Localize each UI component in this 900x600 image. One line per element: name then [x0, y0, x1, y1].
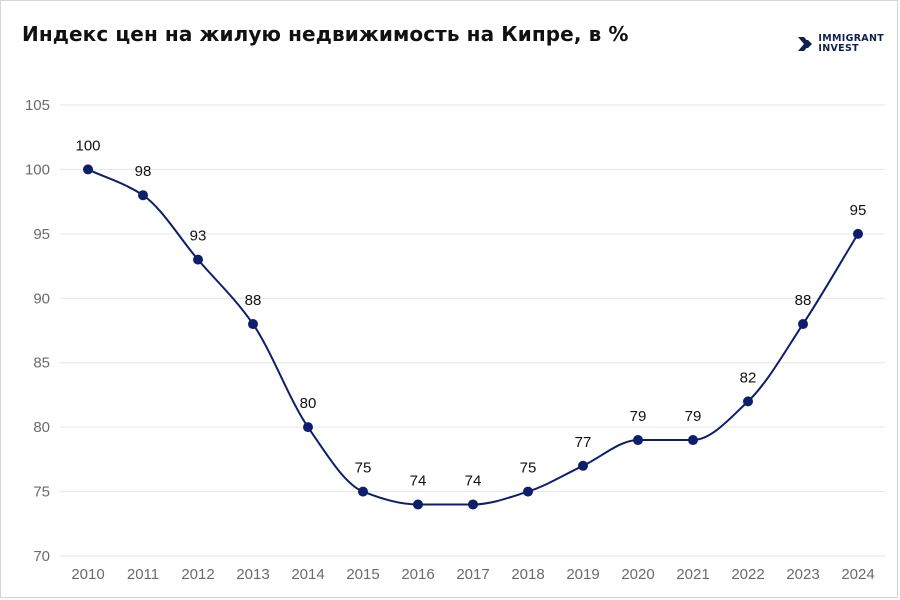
immigrant-invest-logo-icon	[798, 36, 813, 51]
data-label-2023: 88	[795, 292, 812, 309]
data-label-2024: 95	[850, 202, 867, 219]
data-label-2013: 88	[245, 292, 262, 309]
data-point-2013	[248, 319, 258, 330]
x-tick-label-2020: 2020	[621, 566, 654, 583]
y-tick-label-70: 70	[33, 548, 50, 565]
data-point-2011	[138, 190, 148, 201]
y-tick-label-90: 90	[33, 290, 50, 307]
data-point-2016	[413, 499, 423, 510]
data-label-2017: 74	[465, 472, 482, 489]
data-point-2010	[83, 164, 93, 175]
x-tick-label-2011: 2011	[127, 566, 159, 583]
data-point-2022	[743, 396, 753, 407]
x-tick-label-2013: 2013	[236, 566, 269, 583]
data-point-2020	[633, 435, 643, 446]
x-tick-label-2014: 2014	[291, 566, 324, 583]
data-point-2015	[358, 486, 368, 497]
data-label-2012: 93	[190, 228, 207, 245]
data-label-2020: 79	[630, 408, 647, 425]
data-label-2011: 98	[135, 163, 152, 180]
data-point-2018	[523, 486, 533, 497]
data-label-2016: 74	[410, 472, 427, 489]
x-tick-label-2021: 2021	[676, 566, 709, 583]
data-label-2018: 75	[520, 460, 537, 477]
x-tick-label-2015: 2015	[346, 566, 379, 583]
logo-line-2: INVEST	[818, 42, 859, 54]
chart-title: Индекс цен на жилую недвижимость на Кипр…	[22, 22, 629, 46]
data-label-2010: 100	[75, 137, 100, 154]
x-tick-label-2017: 2017	[456, 566, 489, 583]
data-label-2022: 82	[740, 369, 757, 386]
logo-line-1: IMMIGRANT	[818, 33, 884, 44]
data-point-2023	[798, 319, 808, 330]
x-tick-label-2023: 2023	[786, 566, 819, 583]
x-tick-label-2019: 2019	[566, 566, 599, 583]
x-tick-label-2022: 2022	[731, 566, 764, 583]
data-point-2019	[578, 460, 588, 471]
y-tick-label-105: 105	[25, 97, 50, 114]
y-tick-label-85: 85	[33, 355, 50, 372]
logo-wordmark: IMMIGRANT INVEST	[818, 34, 884, 53]
brand-logo: IMMIGRANT INVEST	[797, 34, 884, 53]
data-label-2021: 79	[685, 408, 702, 425]
x-tick-label-2016: 2016	[401, 566, 434, 583]
x-tick-label-2024: 2024	[841, 566, 874, 583]
data-point-2017	[468, 499, 478, 510]
y-tick-label-75: 75	[33, 484, 50, 501]
data-label-2014: 80	[300, 395, 317, 412]
x-tick-label-2012: 2012	[181, 566, 214, 583]
y-tick-label-80: 80	[33, 419, 50, 436]
data-point-2012	[193, 254, 203, 265]
data-point-2021	[688, 435, 698, 446]
data-point-2014	[303, 422, 313, 433]
y-tick-label-95: 95	[33, 226, 50, 243]
x-tick-label-2018: 2018	[511, 566, 544, 583]
data-point-2024	[853, 228, 863, 239]
series-line-0	[87, 168, 859, 506]
data-label-2015: 75	[355, 460, 372, 477]
data-label-2019: 77	[575, 434, 592, 451]
x-tick-label-2010: 2010	[71, 566, 104, 583]
y-tick-label-100: 100	[25, 161, 50, 178]
